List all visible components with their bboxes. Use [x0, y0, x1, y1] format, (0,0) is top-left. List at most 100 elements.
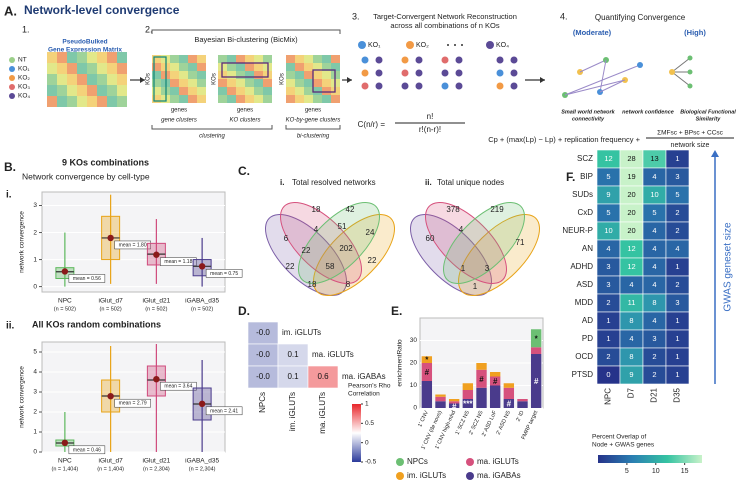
row-label: MDD: [575, 298, 593, 307]
heatmap-cell: [188, 95, 197, 103]
significance: ***: [463, 400, 473, 409]
ellipsis-dot: [454, 44, 456, 46]
y-axis-label: network convergence: [19, 366, 26, 428]
heatmap-cell: [236, 55, 245, 63]
colorbar-tick-label: 15: [681, 468, 689, 475]
heatmap-cell: [263, 87, 272, 95]
heatmap-cell: [304, 79, 313, 87]
x-tick-label: iGABA_d35: [185, 458, 219, 465]
mean-label: mean = 2.41: [210, 408, 238, 414]
heatmap-cell: [170, 71, 179, 79]
cell-label: 12: [627, 244, 635, 253]
heatmap-cell: [313, 79, 322, 87]
mean-label-box: [68, 274, 106, 283]
matrix-cell: [67, 85, 77, 96]
significance: #: [534, 377, 539, 386]
cell-label: 1: [606, 316, 610, 325]
cluster-box: [153, 56, 167, 102]
venn-count: 4: [314, 225, 319, 234]
cell-label: -0.0: [256, 372, 270, 381]
panel-title: Network-level convergence: [24, 3, 180, 17]
mean-label: mean = 3.64: [164, 384, 192, 390]
venn-count: 6: [284, 234, 289, 243]
y-tick-label: 5: [33, 349, 37, 356]
heatmap-cell: [295, 79, 304, 87]
row-label: im. iGLUTs: [282, 328, 321, 337]
mean-dot: [107, 234, 114, 242]
heatmap-cell: [170, 55, 179, 63]
matrix-cell: [77, 63, 87, 74]
cell-label: 2: [675, 208, 679, 217]
row-label: AN: [582, 244, 593, 253]
matrix-cell: [97, 96, 107, 107]
venn-count: 378: [446, 205, 460, 214]
criterion: connectivity: [572, 116, 605, 122]
venn-index: i.: [280, 178, 284, 187]
matrix-cell: [47, 63, 57, 74]
mean-label-box: [68, 445, 106, 455]
mean-dot: [153, 251, 160, 258]
heatmap-cell: [197, 63, 206, 71]
bar-segment: [503, 399, 515, 408]
cell-label: 4: [675, 244, 679, 253]
matrix-cell: [77, 74, 87, 85]
cell-label: 19: [627, 172, 635, 181]
bar-segment: [476, 369, 487, 388]
cluster-caption: gene clusters: [161, 118, 197, 124]
matrix-cell: [87, 52, 97, 63]
cell-label: 2: [652, 352, 656, 361]
colorbar: [598, 455, 702, 463]
heatmap-cell: [227, 79, 236, 87]
network-edge: [599, 79, 626, 93]
network-edge: [671, 71, 691, 87]
heatmap-cell: [218, 79, 227, 87]
axis-label: genes: [171, 108, 187, 114]
network-edge: [564, 64, 641, 96]
heatmap-cell: [313, 87, 322, 95]
cell-label: 0: [606, 370, 610, 379]
ko-label: KO₂: [416, 42, 429, 49]
venn-count: 42: [346, 205, 355, 214]
heatmap-cell: [331, 63, 340, 71]
cell-label: 1: [675, 262, 679, 271]
legend-dot: [9, 93, 15, 99]
legend-dot: [396, 458, 404, 466]
cell-label: 3: [675, 172, 679, 181]
cell-label: 2: [606, 298, 610, 307]
y-axis-label: enrichmentRatio: [397, 339, 404, 387]
heatmap-cell: [295, 87, 304, 95]
combo-dot: [361, 69, 369, 77]
cell-label: 5: [652, 208, 656, 217]
step-number: 1.: [22, 24, 30, 34]
matrix-cell: [97, 85, 107, 96]
cell-label: 5: [606, 172, 610, 181]
cell-label: 0.1: [287, 372, 299, 381]
cell-label: -0.0: [256, 328, 270, 337]
venn-count: 58: [326, 262, 335, 271]
sample-size: (n = 502): [191, 306, 213, 312]
heatmap-cell: [313, 71, 322, 79]
ko-label: KO₁: [368, 42, 381, 49]
combo-dot: [455, 82, 463, 90]
criterion: Small world network: [561, 109, 615, 115]
column-label: D35: [673, 387, 682, 402]
row-label: SCZ: [577, 154, 593, 163]
section-title: across all combinations of n KOs: [390, 21, 499, 30]
venn-title: Total unique nodes: [437, 178, 504, 187]
row-label: SUDs: [572, 190, 593, 199]
heatmap-cell: [254, 55, 263, 63]
heatmap-cell: [188, 79, 197, 87]
mean-label-box: [160, 257, 197, 266]
step-number: 4.: [560, 11, 568, 21]
matrix-cell: [57, 96, 67, 107]
heatmap-cell: [188, 63, 197, 71]
matrix-cell: [117, 74, 127, 85]
heatmap-cell: [179, 63, 188, 71]
cell-label: 4: [652, 280, 656, 289]
heatmap-cell: [263, 55, 272, 63]
cell-label: 3: [606, 280, 610, 289]
y-tick-label: 4: [33, 369, 37, 376]
bar-segment: [530, 354, 542, 408]
combo-dot: [455, 56, 463, 64]
venn-count: 219: [490, 205, 504, 214]
